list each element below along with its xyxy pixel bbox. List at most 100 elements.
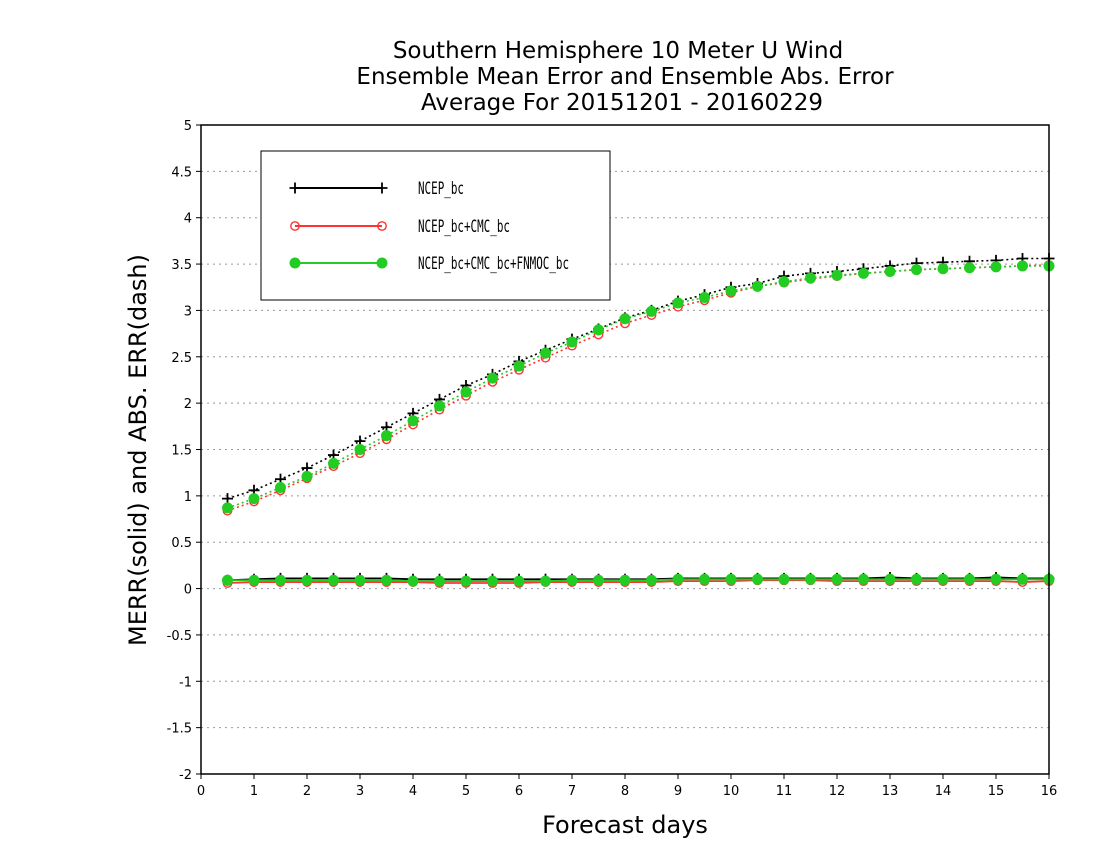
legend-marker	[376, 257, 388, 269]
legend-entry-3: NCEP_bc+CMC_bc+FNMOC_bc	[289, 255, 569, 274]
abs-error-line	[227, 265, 1049, 509]
x-tick-label: 14	[935, 784, 952, 799]
abs-error-point	[911, 264, 922, 276]
legend-label: NCEP_bc+CMC_bc	[418, 218, 510, 237]
title-line-3: Average For 20151201 - 20160229	[421, 90, 823, 116]
y-tick-label: -0.5	[167, 629, 192, 644]
x-tick-label: 9	[674, 784, 682, 799]
x-tick-label: 8	[621, 784, 629, 799]
abs-error-point	[964, 262, 975, 274]
abs-error-point	[646, 305, 657, 317]
abs-error-point	[222, 502, 233, 514]
abs-error-point	[672, 297, 684, 309]
mean-error-point	[725, 573, 737, 585]
abs-error-point	[725, 285, 737, 297]
y-tick-label: -2	[179, 768, 192, 783]
x-tick-label: 7	[568, 784, 576, 799]
mean-error-point	[619, 574, 631, 586]
mean-error-point	[858, 573, 869, 585]
abs-error-point	[619, 313, 631, 325]
mean-error-point	[407, 575, 419, 587]
abs-error-point	[248, 493, 260, 505]
mean-error-point	[354, 574, 366, 586]
y-axis-label: MERR(solid) and ABS. ERR(dash)	[124, 254, 152, 646]
mean-error-point	[964, 573, 975, 585]
y-tick-label: 5	[184, 119, 192, 134]
mean-error-point	[937, 573, 949, 585]
x-tick-label: 5	[462, 784, 470, 799]
x-tick-label: 10	[723, 784, 740, 799]
abs-error-point	[434, 400, 445, 412]
mean-error-point	[460, 575, 472, 587]
series-layer	[222, 253, 1055, 588]
abs-error-point	[460, 386, 472, 398]
mean-error-point	[990, 573, 1002, 585]
y-tick-label: 2	[184, 397, 192, 412]
mean-error-point	[301, 574, 313, 586]
legend-entry-1: NCEP_bc	[289, 180, 464, 199]
x-tick-label: 1	[250, 784, 258, 799]
mean-error-point	[831, 573, 843, 585]
legend-marker	[376, 182, 388, 194]
series-1	[222, 253, 1055, 586]
abs-error-point	[222, 493, 233, 505]
abs-error-point	[778, 276, 790, 288]
series-3	[222, 260, 1055, 587]
mean-error-point	[1017, 573, 1028, 585]
mean-error-point	[805, 573, 816, 585]
x-tick-label: 11	[776, 784, 793, 799]
mean-error-point	[884, 573, 896, 585]
x-tick-label: 16	[1041, 784, 1058, 799]
abs-error-point	[407, 415, 419, 427]
x-tick-label: 13	[882, 784, 899, 799]
x-tick-label: 0	[197, 784, 205, 799]
mean-error-point	[593, 574, 604, 586]
abs-error-point	[354, 444, 366, 455]
y-tick-label: 1	[184, 490, 192, 505]
mean-error-point	[646, 574, 657, 586]
mean-error-point	[540, 575, 551, 587]
series-2	[222, 260, 1054, 588]
title-line-2: Ensemble Mean Error and Ensemble Abs. Er…	[356, 64, 894, 90]
legend-marker	[377, 221, 387, 231]
y-tick-label: 3	[184, 304, 192, 319]
mean-error-point	[752, 573, 763, 585]
abs-error-point	[275, 482, 286, 494]
y-tick-label: 0	[184, 583, 192, 598]
x-tick-label: 6	[515, 784, 523, 799]
abs-error-point	[831, 269, 843, 281]
y-tick-label: 4.5	[171, 165, 192, 180]
x-tick-label: 3	[356, 784, 364, 799]
abs-error-point	[1017, 260, 1028, 272]
abs-error-point	[990, 261, 1002, 273]
legend-entries: NCEP_bc NCEP_bc+CMC_bc NCEP_bc+CMC_bc+FNMO…	[289, 180, 569, 274]
y-tick-label: 3.5	[171, 258, 192, 273]
mean-error-point	[672, 573, 684, 585]
y-axis: 5 4.5 4 3.5 3 2.5 2 1.5 1 0.5 0 -0.5 -1 -1.5 -2	[167, 119, 201, 783]
legend-marker	[289, 182, 301, 194]
mean-error-point	[699, 573, 710, 585]
mean-error-point	[222, 574, 233, 586]
abs-error-point	[805, 272, 816, 284]
x-tick-label: 2	[303, 784, 311, 799]
mean-error-point	[911, 573, 922, 585]
x-tick-label: 15	[988, 784, 1005, 799]
mean-error-point	[328, 574, 339, 586]
abs-error-point	[593, 324, 604, 336]
abs-error-point	[513, 360, 525, 372]
legend: NCEP_bc NCEP_bc+CMC_bc NCEP_bc+CMC_bc+FNMO…	[260, 150, 611, 301]
abs-error-point	[884, 265, 896, 277]
legend-label: NCEP_bc+CMC_bc+FNMOC_bc	[418, 255, 569, 274]
mean-error-point	[275, 574, 286, 586]
legend-marker	[290, 221, 300, 231]
abs-error-point	[566, 336, 578, 348]
mean-error-point	[487, 575, 498, 587]
abs-error-point	[381, 430, 392, 442]
abs-error-point	[752, 280, 763, 292]
title-line-1: Southern Hemisphere 10 Meter U Wind	[393, 38, 843, 64]
legend-marker	[289, 257, 301, 269]
mean-error-point	[381, 574, 392, 586]
mean-error-point	[566, 574, 578, 586]
chart-title: Southern Hemisphere 10 Meter U Wind Ense…	[356, 38, 894, 116]
legend-entry-2: NCEP_bc+CMC_bc	[290, 218, 510, 237]
